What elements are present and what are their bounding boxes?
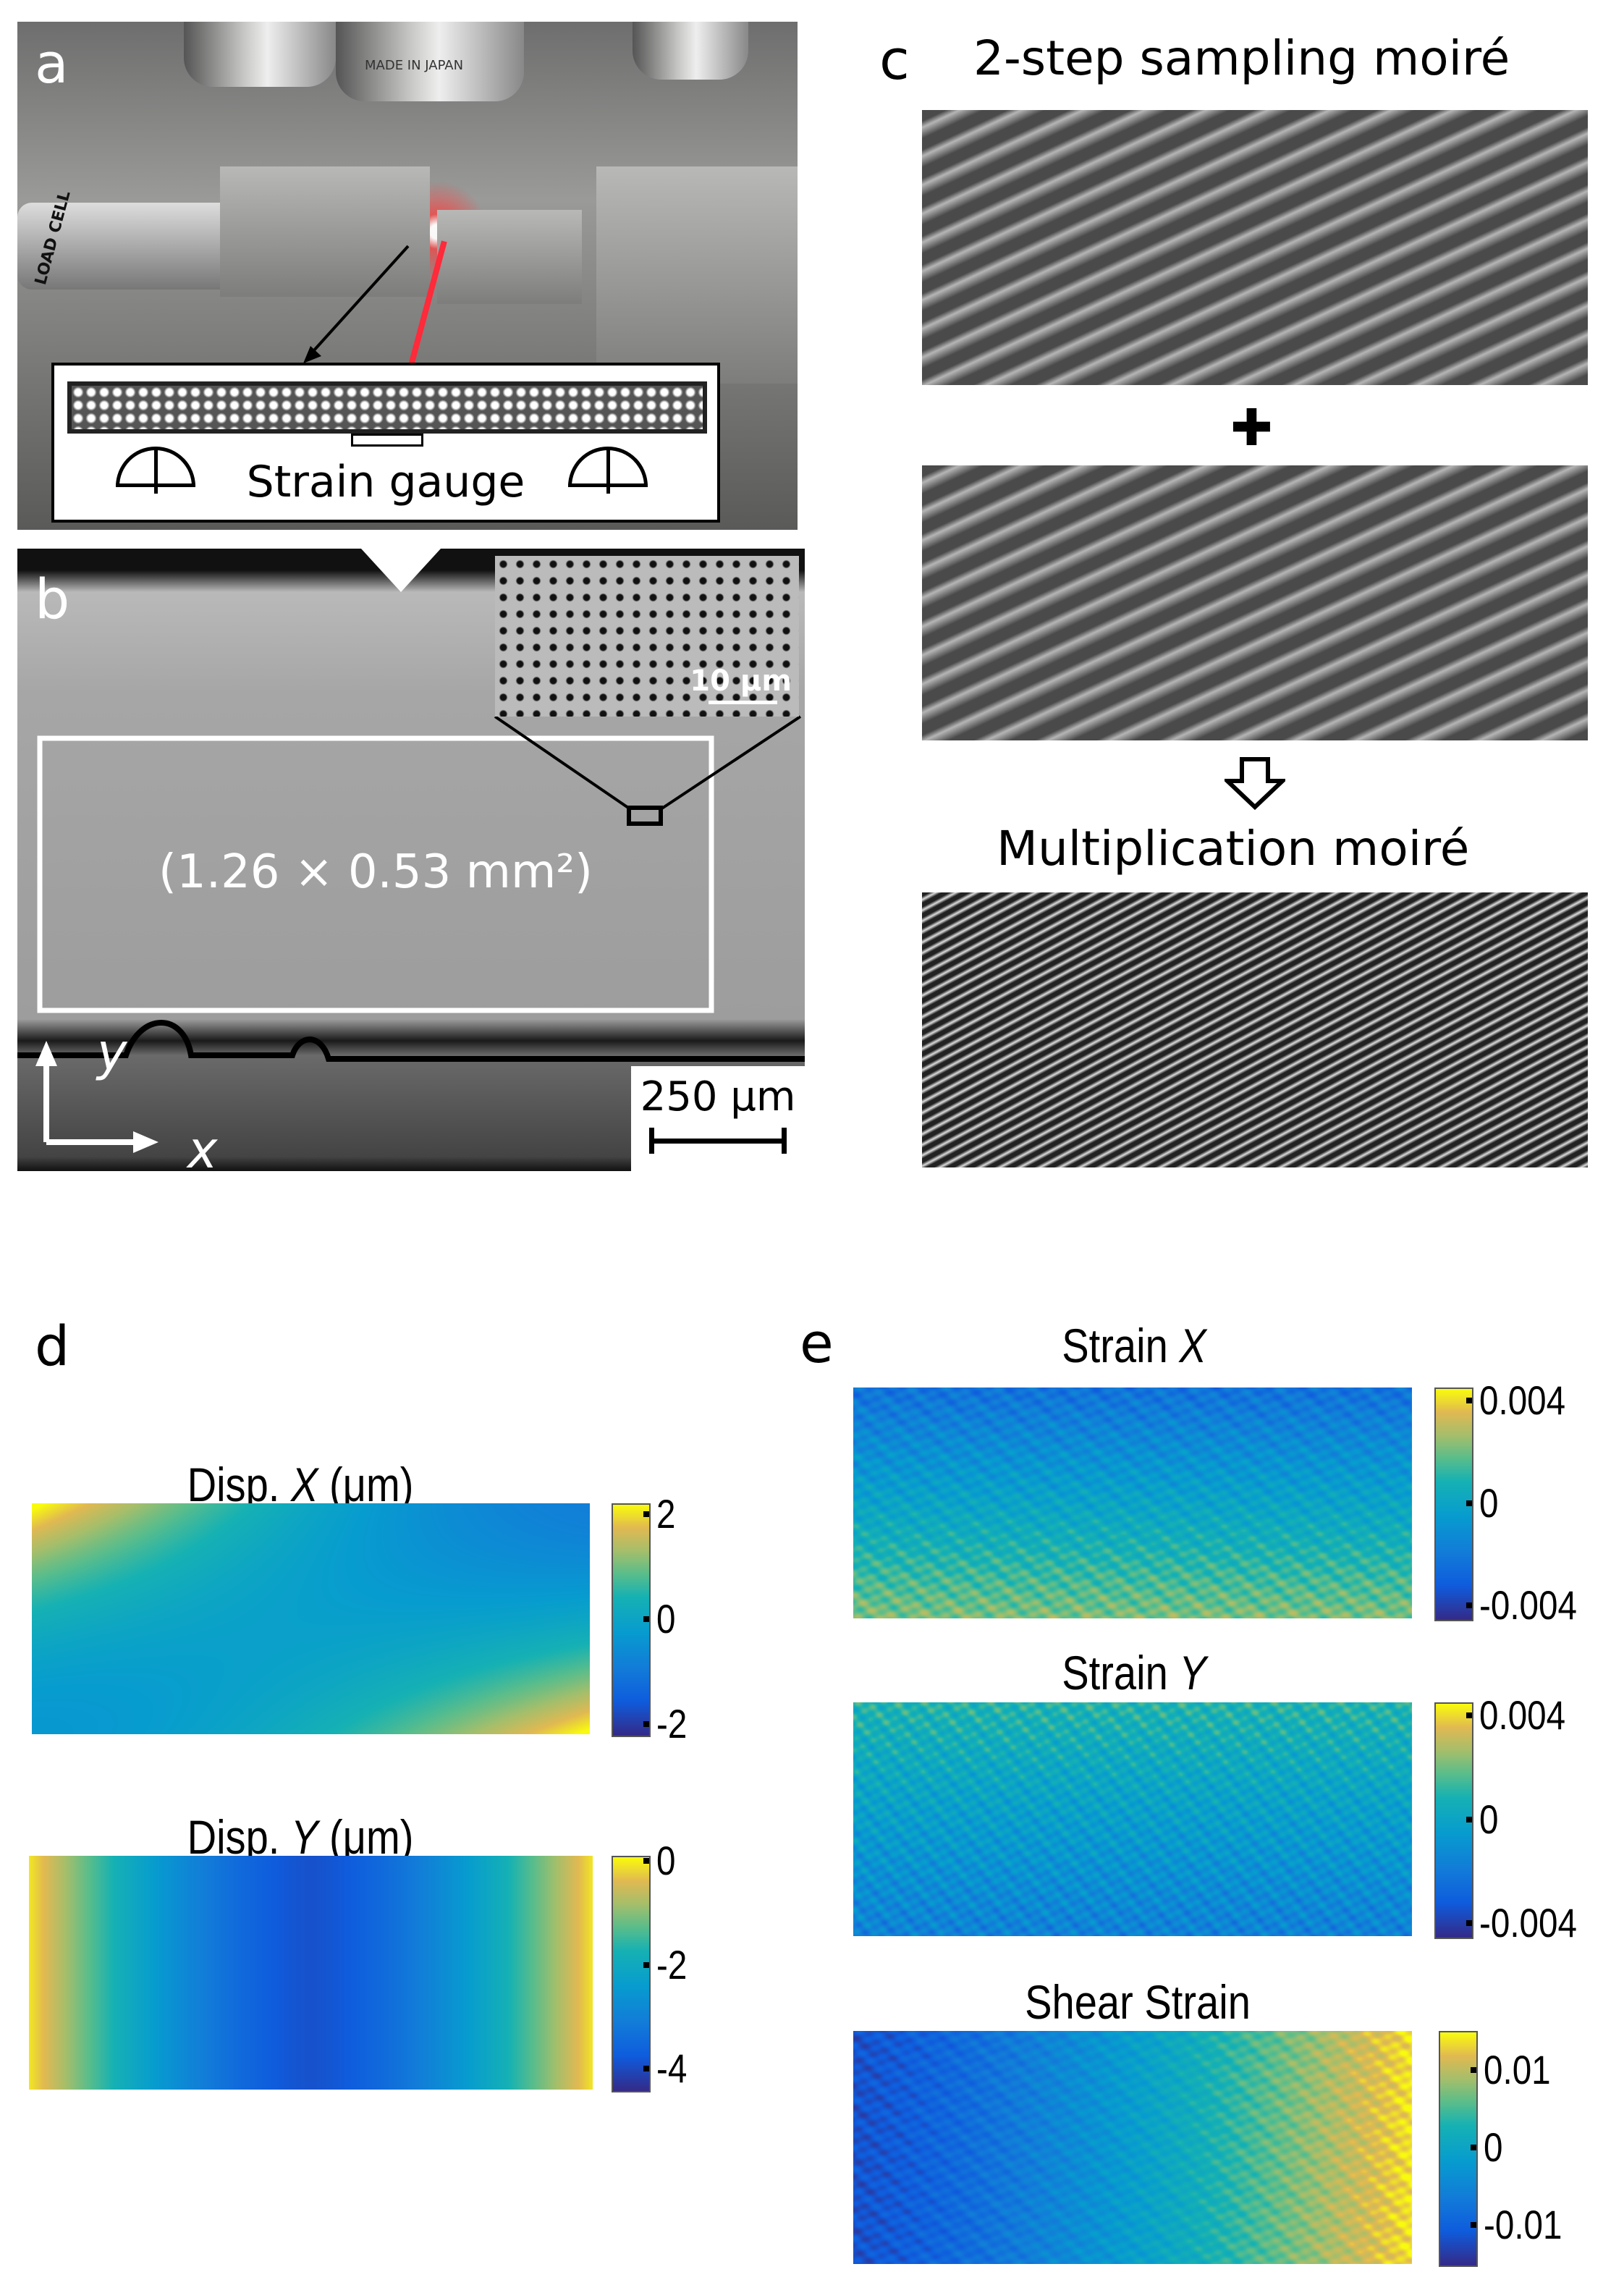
inset-scale-label: 10 μm [690, 664, 792, 698]
strain-gauge-icon [351, 434, 423, 447]
strain-gauge-label: Strain gauge [246, 457, 525, 507]
map-title-part: Shear Strain [1025, 1975, 1251, 2029]
colorbar-tick [1466, 1712, 1472, 1718]
map-title: Strain X [1062, 1322, 1206, 1369]
panel-label-a: a [35, 31, 69, 96]
colorbar-tick [643, 1511, 649, 1517]
colorbar-tick-label: 0 [1479, 1479, 1499, 1526]
map-title-part: Disp. [187, 1810, 291, 1864]
colorbar-tick-label: 0 [1484, 2124, 1503, 2170]
axis-y-label: y [97, 1023, 127, 1082]
map-title-part: (μm) [318, 1458, 414, 1511]
colorbar-tick-label: 0.01 [1484, 2046, 1551, 2092]
map-title-part: X [290, 1458, 318, 1511]
colorbar-tick [1466, 1500, 1472, 1506]
arrow-down-icon [1225, 757, 1285, 810]
colorbar-tick-label: -2 [656, 1700, 688, 1747]
region-size-label: (1.26 × 0.53 mm²) [158, 845, 593, 899]
colorbar [612, 1503, 651, 1737]
colorbar-tick [1466, 1397, 1472, 1403]
pointer-arrow [303, 245, 410, 363]
field-map [29, 1856, 593, 2090]
multiplication-moire-image [922, 892, 1588, 1167]
colorbar-tick [643, 1615, 649, 1622]
colorbar-tick [1471, 2066, 1476, 2073]
panel-c-title: 2-step sampling moiré [973, 30, 1510, 86]
sem-image: 10 μm (1.26 × 0.53 mm²) y x 250 μm [17, 549, 805, 1180]
colorbar-tick-label: 0 [656, 1595, 676, 1642]
colorbar-tick [643, 2066, 649, 2072]
colorbar-tick-label: 0 [656, 1838, 676, 1884]
colorbar-tick [1466, 1602, 1472, 1609]
objective-lens: MADE IN JAPAN [336, 22, 524, 101]
map-title: Disp. Y (μm) [187, 1813, 414, 1861]
fixture-center [437, 210, 582, 304]
colorbar [612, 1856, 651, 2092]
colorbar-tick-label: 2 [656, 1490, 676, 1537]
field-map [853, 2031, 1412, 2264]
field-map [32, 1503, 590, 1734]
objective-lens [633, 22, 748, 80]
map-title-part: Y [290, 1810, 318, 1864]
map-title-part: Disp. [187, 1458, 291, 1511]
colorbar-tick-label: -0.004 [1479, 1582, 1577, 1629]
colorbar-tick [1471, 2145, 1476, 2150]
colorbar-tick-label: 0.004 [1479, 1691, 1566, 1738]
map-title: Shear Strain [1025, 1978, 1251, 2026]
sem-overlay [17, 549, 805, 1153]
fixture-left [220, 166, 430, 297]
colorbar-tick [643, 1961, 649, 1968]
panel-label-c: c [879, 28, 910, 92]
panel-label-e: e [800, 1311, 834, 1375]
colorbar-tick-label: -0.004 [1479, 1900, 1577, 1946]
map-title-part: (μm) [318, 1810, 414, 1864]
colorbar-tick [1466, 1816, 1472, 1822]
plus-icon: ✚ [1230, 398, 1273, 457]
colorbar-tick-label: -4 [656, 2045, 688, 2092]
colorbar-tick-label: 0.004 [1479, 1377, 1566, 1423]
bending-schematic: Strain gauge [51, 363, 720, 523]
colorbar-tick [643, 1720, 649, 1727]
objective-lens [184, 22, 336, 87]
colorbar-tick [643, 1858, 649, 1864]
map-title: Strain Y [1062, 1649, 1206, 1697]
specimen-beam [67, 381, 707, 434]
inset-scale-bar [709, 701, 777, 704]
map-title-part: X [1179, 1319, 1206, 1372]
fixture-right [596, 166, 798, 384]
field-map [853, 1702, 1412, 1936]
scale-bar [649, 1139, 787, 1144]
axis-x-label: x [187, 1120, 218, 1180]
map-title-part: Strain [1062, 1646, 1180, 1699]
inset-dot-grid: 10 μm [495, 556, 799, 717]
panel-label-b: b [35, 567, 70, 631]
scale-bar-end [782, 1128, 787, 1154]
lens-text: MADE IN JAPAN [365, 58, 464, 73]
colorbar-tick [1466, 1920, 1472, 1927]
scale-bar-end [649, 1128, 654, 1154]
map-title: Disp. X (μm) [187, 1461, 414, 1508]
multiplication-moire-title: Multiplication moiré [997, 821, 1470, 877]
scale-bar-box: 250 μm [631, 1066, 805, 1171]
colorbar-tick [1471, 2222, 1476, 2229]
panel-label-d: d [35, 1314, 70, 1378]
colorbar-tick-label: -0.01 [1484, 2202, 1562, 2248]
moire-image-1 [922, 110, 1588, 385]
colorbar [1434, 1388, 1473, 1621]
scale-bar-label: 250 μm [640, 1073, 796, 1120]
colorbar-tick-label: 0 [1479, 1796, 1499, 1842]
field-map [853, 1388, 1412, 1618]
moire-image-2 [922, 465, 1588, 740]
map-title-part: Strain [1062, 1319, 1180, 1372]
colorbar-tick-label: -2 [656, 1941, 688, 1988]
map-title-part: Y [1179, 1646, 1206, 1699]
